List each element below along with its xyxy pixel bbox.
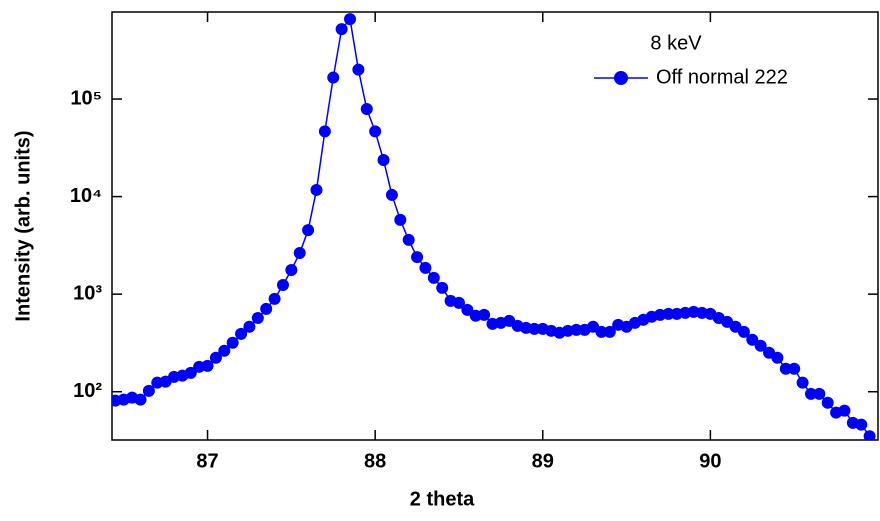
data-point (369, 125, 382, 138)
y-tick-label: 10⁴ (70, 185, 102, 207)
data-point (796, 376, 809, 389)
data-point (218, 344, 231, 357)
plot-frame (111, 11, 879, 441)
data-point (318, 125, 331, 138)
data-point (411, 251, 424, 264)
data-point (746, 333, 759, 346)
y-tick-label: 10² (73, 380, 102, 402)
data-point (813, 387, 826, 400)
legend-label: Off normal 222 (656, 66, 788, 88)
data-point (285, 263, 298, 276)
data-point (821, 396, 834, 409)
data-point (394, 213, 407, 226)
data-point (184, 366, 197, 379)
data-point (855, 418, 868, 431)
data-point (788, 362, 801, 375)
data-point (360, 103, 373, 116)
data-point (863, 430, 876, 440)
x-tick-label: 89 (532, 450, 554, 472)
data-point (452, 296, 465, 309)
data-point (771, 351, 784, 364)
data-point (595, 325, 608, 338)
data-point (436, 281, 449, 294)
legend-marker (614, 71, 628, 85)
data-point (293, 247, 306, 260)
y-tick-label: 10³ (73, 282, 102, 304)
data-point (251, 311, 264, 324)
data-point (754, 339, 767, 352)
data-point (402, 233, 415, 246)
x-axis-label: 2 theta (410, 488, 475, 510)
data-point (461, 303, 474, 316)
data-point (209, 351, 222, 364)
data-point (528, 322, 541, 335)
data-point (603, 325, 616, 338)
data-point (226, 336, 239, 349)
data-point (335, 23, 348, 36)
data-point (243, 320, 256, 333)
data-point (276, 279, 289, 292)
y-tick-label: 10⁵ (70, 87, 102, 109)
data-point (310, 183, 323, 196)
data-point (201, 359, 214, 372)
data-point (344, 13, 357, 26)
data-point (134, 393, 147, 406)
data-point (268, 292, 281, 305)
data-point (327, 71, 340, 84)
data-point (662, 307, 675, 320)
x-tick-label: 90 (699, 450, 721, 472)
data-point (737, 325, 750, 338)
data-point (478, 308, 491, 321)
data-point (142, 384, 155, 397)
data-point (352, 63, 365, 76)
data-point (302, 224, 315, 237)
data-point (838, 404, 851, 417)
data-point (804, 387, 817, 400)
legend-title: 8 keV (650, 32, 702, 54)
x-tick-label: 87 (196, 450, 218, 472)
data-point (779, 362, 792, 375)
data-point (235, 327, 248, 340)
data-point (385, 188, 398, 201)
data-point (260, 302, 273, 315)
data-point (419, 261, 432, 274)
data-point (377, 154, 390, 167)
data-point (570, 323, 583, 336)
y-axis-label: Intensity (arb. units) (12, 130, 34, 321)
data-point (427, 271, 440, 284)
x-tick-label: 88 (364, 450, 386, 472)
